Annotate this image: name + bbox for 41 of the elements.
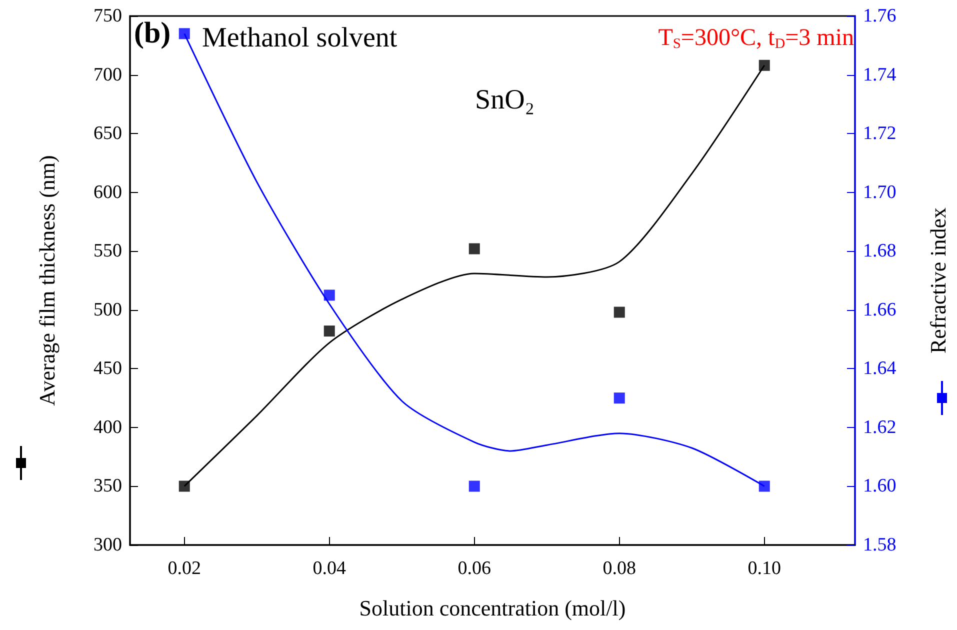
y-tick-label: 400 <box>94 416 122 438</box>
y2-tick-label: 1.74 <box>863 64 897 86</box>
y2-tick-label: 1.64 <box>863 358 897 380</box>
y-tick-label: 750 <box>94 6 122 26</box>
point <box>178 28 190 40</box>
y2-tick-label: 1.76 <box>863 6 896 26</box>
y-tick-label: 600 <box>94 182 122 203</box>
point <box>758 60 770 71</box>
y2-tick-label: 1.60 <box>863 476 896 497</box>
x-axis-title: Solution concentration (mol/l) <box>359 596 626 620</box>
point <box>178 480 190 492</box>
point <box>758 480 770 492</box>
y2-tick-label: 1.68 <box>863 240 896 262</box>
x-tick-label: 0.02 <box>168 558 201 579</box>
y2-tick-label: 1.66 <box>863 299 896 320</box>
point <box>324 290 335 301</box>
point <box>324 326 335 337</box>
x-tick-label: 0.04 <box>312 558 346 579</box>
y-tick-label: 300 <box>94 534 122 556</box>
y2-tick-label: 1.72 <box>863 123 896 144</box>
y2-tick-label: 1.70 <box>863 182 896 203</box>
y2-tick-label: 1.58 <box>863 534 896 556</box>
y-axis-title: Average film thickness (nm) <box>34 155 60 406</box>
annotation: Methanol solvent <box>202 22 398 54</box>
x-tick-label: 0.06 <box>458 558 491 579</box>
point <box>468 243 480 254</box>
x-tick-label: 0.08 <box>602 558 636 579</box>
y-tick-label: 350 <box>94 476 122 497</box>
point <box>614 392 625 404</box>
y-tick-label: 700 <box>94 64 122 86</box>
annotation: SnO₂ <box>475 84 535 116</box>
point <box>614 306 625 318</box>
y2-tick-label: 1.62 <box>863 416 896 438</box>
y-tick-label: 450 <box>94 358 122 380</box>
y-tick-label: 550 <box>94 240 122 262</box>
point <box>468 480 480 492</box>
y-tick-label: 650 <box>94 123 122 144</box>
y2-axis-title: Refractive index <box>926 208 950 354</box>
x-tick-label: 0.10 <box>748 558 781 579</box>
annotation: (b) <box>134 16 171 50</box>
y-tick-label: 500 <box>94 299 122 320</box>
